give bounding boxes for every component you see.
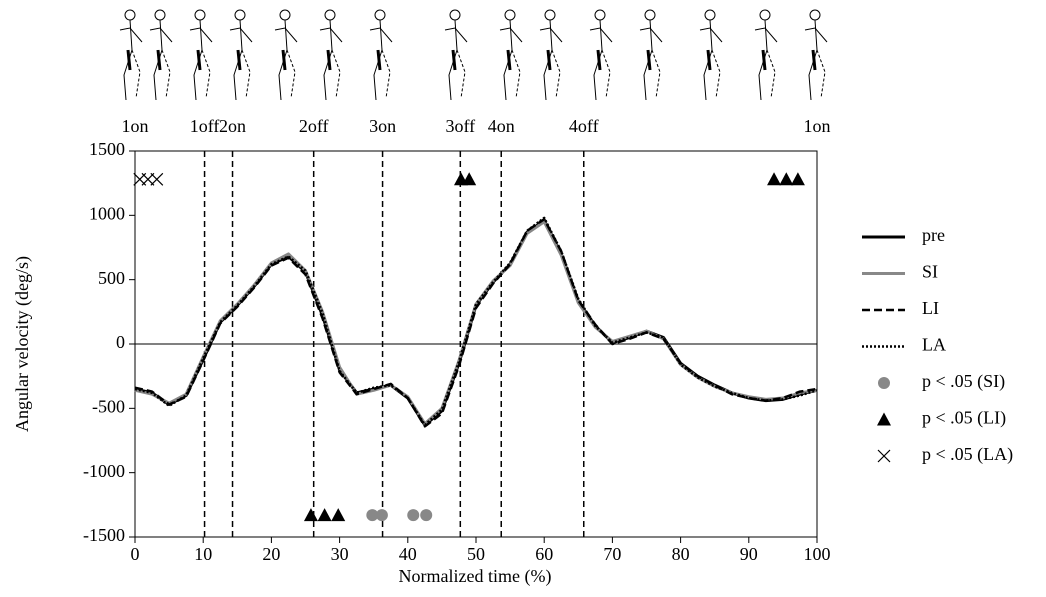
event-label: 3on [369, 116, 396, 136]
x-tick-label: 80 [672, 544, 690, 564]
series-line [134, 218, 818, 427]
x-tick-label: 90 [740, 544, 758, 564]
x-tick-label: 50 [467, 544, 485, 564]
x-tick-label: 0 [131, 544, 140, 564]
marker-circle [366, 509, 379, 522]
marker-triangle [317, 508, 332, 522]
legend-label: LA [922, 335, 946, 355]
legend: pre SI LI LA p < .05 (SI) p < .05 (LI) p < .05… [862, 225, 1013, 465]
event-label: 4on [488, 116, 515, 136]
marker-cross [141, 172, 155, 186]
legend-label: pre [922, 225, 945, 245]
event-label: 1on [804, 116, 831, 136]
series-line [134, 220, 818, 426]
marker-circle [407, 509, 420, 522]
marker-triangle [303, 508, 318, 522]
x-tick-label: 60 [535, 544, 553, 564]
y-tick-label: 1500 [89, 139, 125, 159]
legend-label: p < .05 (SI) [922, 371, 1005, 392]
marker-circle [375, 509, 388, 522]
marker-circle [878, 377, 890, 389]
x-tick-label: 70 [603, 544, 621, 564]
x-tick-label: 100 [804, 544, 831, 564]
event-label: 1on [122, 116, 149, 136]
y-tick-label: 1000 [89, 203, 125, 223]
x-tick-label: 40 [399, 544, 417, 564]
event-label: 2off [299, 116, 329, 136]
marker-triangle [790, 172, 805, 186]
x-tick-label: 30 [331, 544, 349, 564]
y-tick-label: 0 [116, 332, 125, 352]
legend-label: p < .05 (LI) [922, 408, 1006, 429]
marker-circle [420, 509, 433, 522]
event-label: 4off [569, 116, 599, 136]
event-label: 2on [219, 116, 246, 136]
legend-label: p < .05 (LA) [922, 444, 1013, 465]
series-line [134, 217, 818, 428]
series-line [134, 216, 818, 427]
marker-triangle [877, 412, 891, 426]
marker-triangle [462, 172, 477, 186]
x-tick-label: 20 [262, 544, 280, 564]
event-label: 1off [190, 116, 220, 136]
y-tick-label: 500 [98, 268, 125, 288]
y-tick-label: -1500 [83, 525, 125, 545]
event-label: 3off [445, 116, 475, 136]
stick-figures [118, 8, 829, 102]
marker-cross [877, 449, 891, 463]
x-tick-label: 10 [194, 544, 212, 564]
x-axis-label: Normalized time (%) [399, 566, 552, 587]
marker-cross [150, 172, 164, 186]
y-tick-label: -500 [92, 396, 125, 416]
y-tick-label: -1000 [83, 461, 125, 481]
y-axis-label: Angular velocity (deg/s) [12, 256, 33, 432]
marker-triangle [331, 508, 346, 522]
legend-label: LI [922, 298, 939, 318]
legend-label: SI [922, 262, 938, 282]
marker-triangle [767, 172, 782, 186]
marker-triangle [779, 172, 794, 186]
